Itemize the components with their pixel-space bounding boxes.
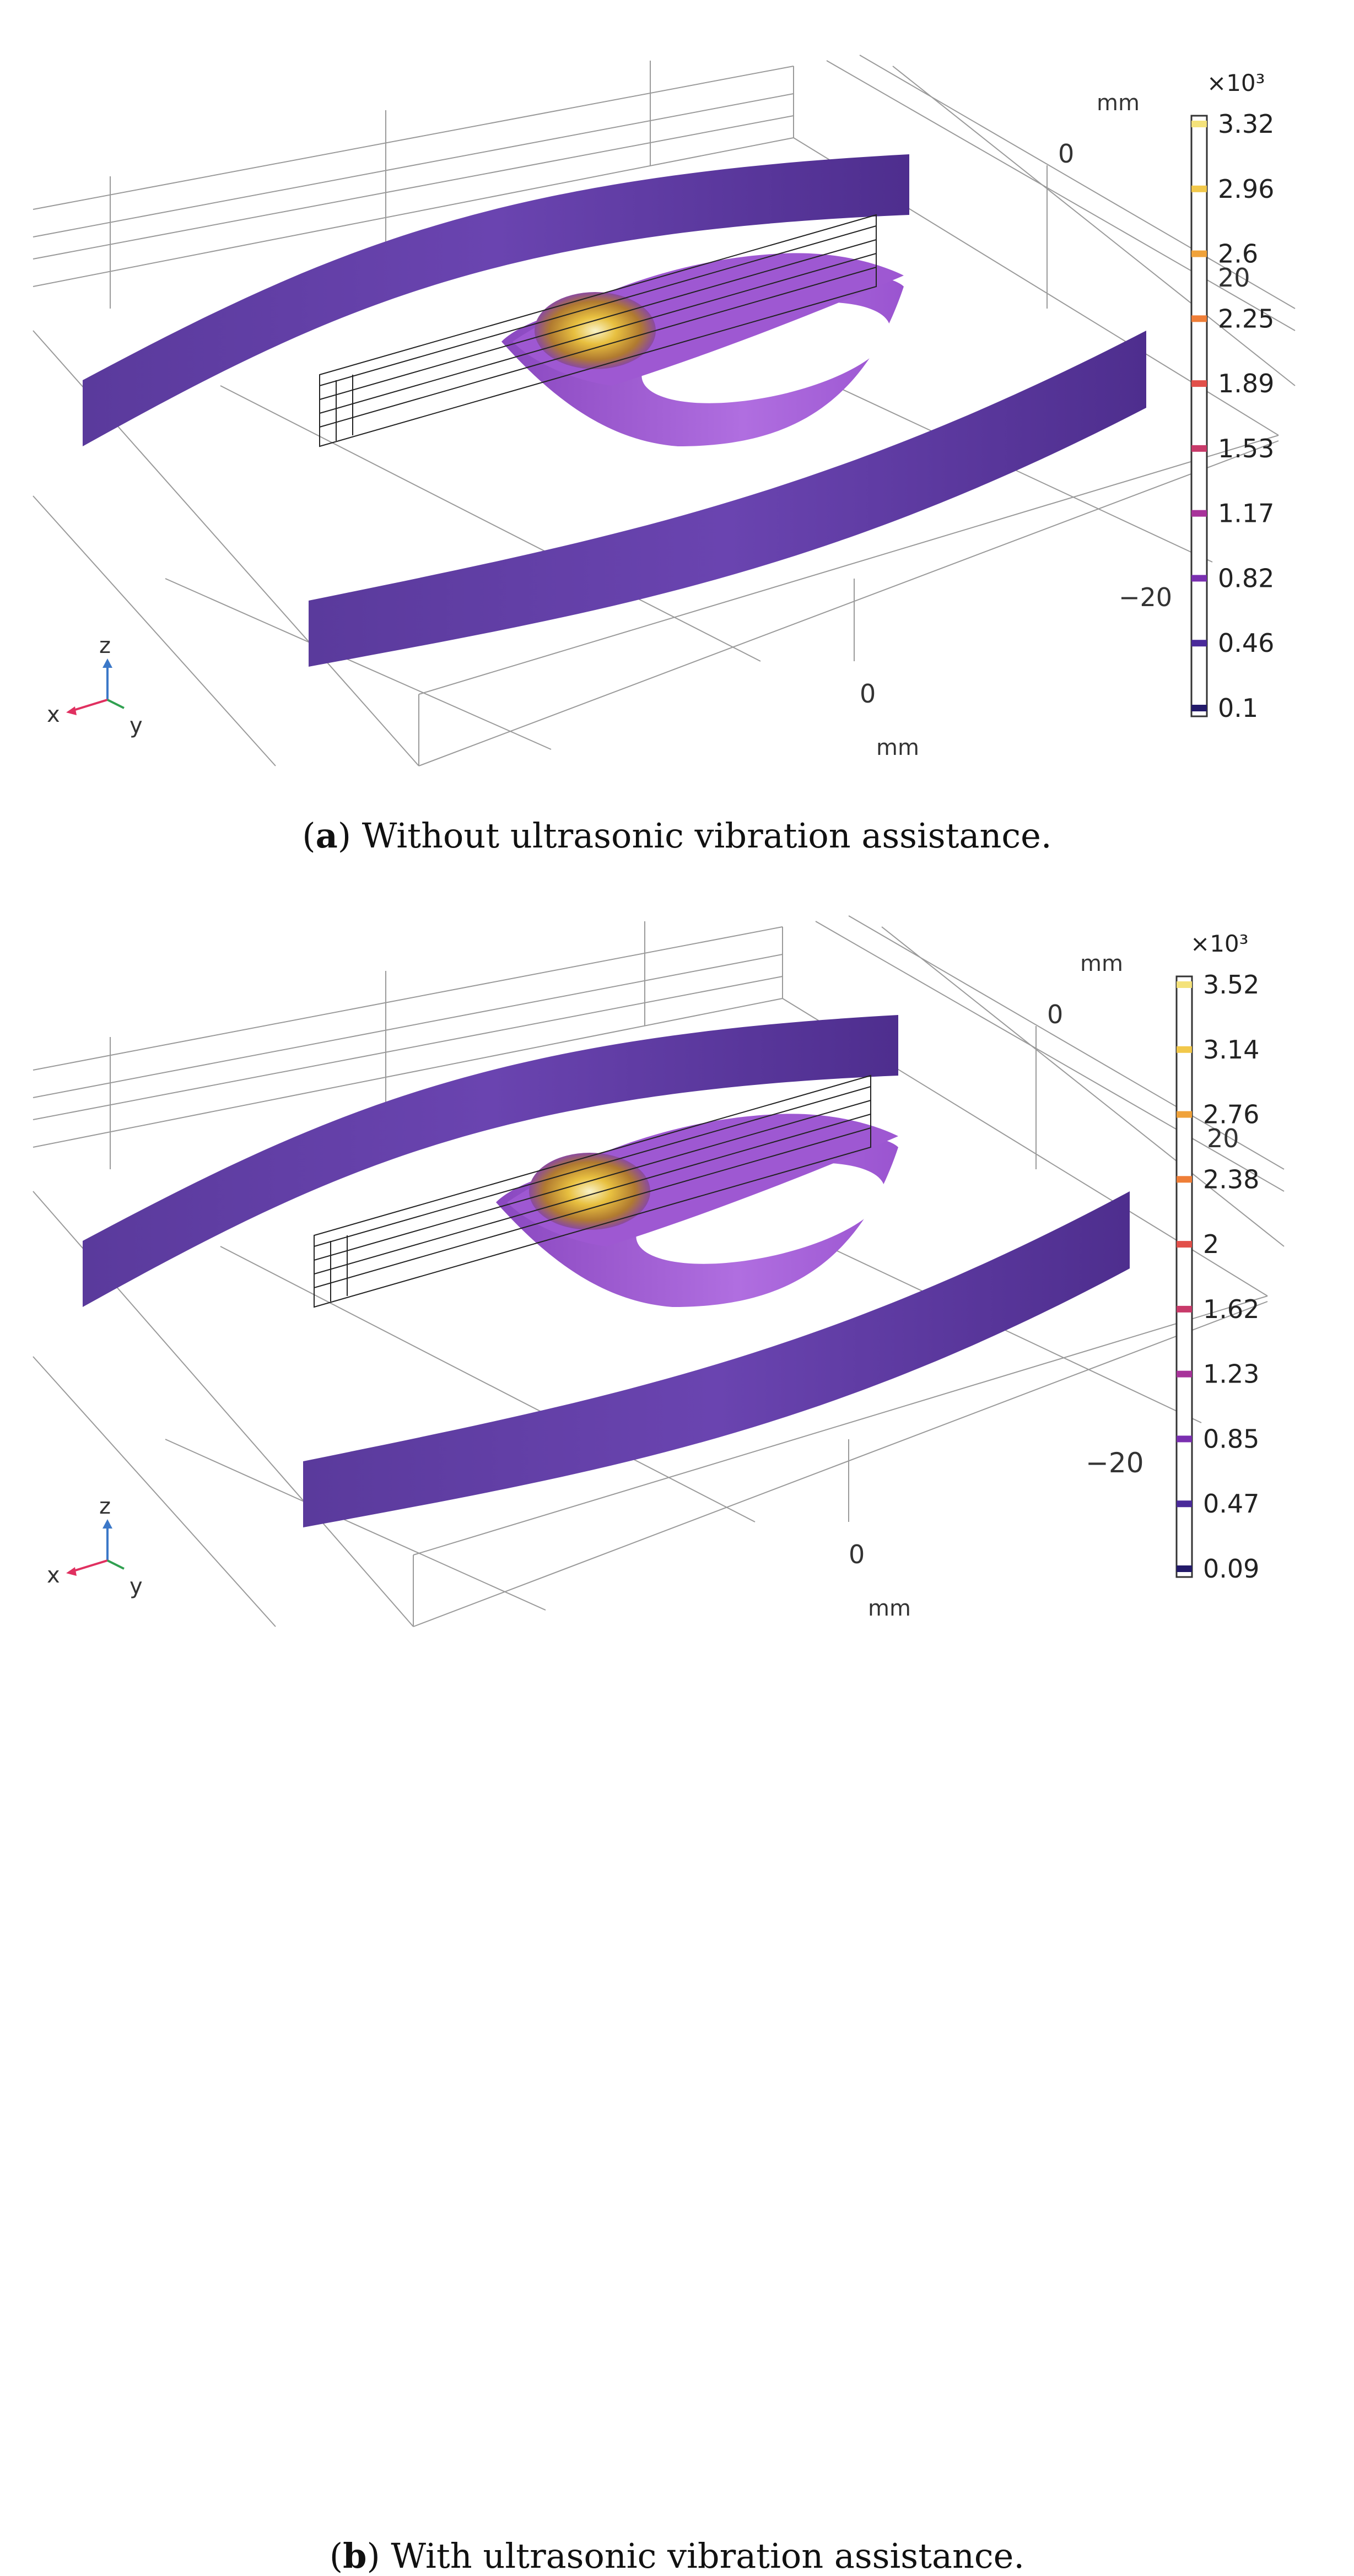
caption-letter-a: a — [315, 816, 338, 856]
colorbar-tick-mark — [1177, 1111, 1192, 1118]
colorbar-tick-label: 2.6 — [1218, 239, 1258, 269]
colorbar-tick-label: 3.32 — [1218, 109, 1274, 139]
colorbar-b: ×10³ 3.52 3.14 2.76 2.38 2 1.62 1.23 0.85 0.47 0.… — [1175, 930, 1259, 1584]
colorbar-tick-label: 0.82 — [1218, 563, 1274, 593]
triad-x: x — [47, 702, 60, 727]
deposited-track-back — [83, 1015, 898, 1307]
axis-label-mm-bottom: mm — [868, 1596, 911, 1621]
colorbar-tick-mark — [1177, 1435, 1192, 1443]
caption-a: (a) Without ultrasonic vibration assista… — [302, 816, 1052, 856]
triad-y: y — [130, 713, 143, 738]
colorbar-tick-mark — [1191, 705, 1207, 711]
simulation-view-a: mm 0 20 −20 0 mm z x y ×10³ 3.32 2.96 2.6 2… — [33, 55, 1296, 766]
simulation-view-b: mm 0 20 −20 0 mm z x y ×10³ 3.52 3.14 2.76… — [33, 915, 1285, 1627]
colorbar-tick-mark — [1177, 1046, 1192, 1053]
colorbar-tick-label: 1.17 — [1218, 499, 1274, 528]
panel-a: mm 0 20 −20 0 mm z x y ×10³ 3.32 2.96 2.6 2… — [0, 0, 1354, 856]
caption-b: (b) With ultrasonic vibration assistance… — [329, 2536, 1025, 2576]
triad-z: z — [99, 633, 111, 658]
colorbar-tick-label: 2.76 — [1203, 1100, 1259, 1130]
heat-source-wireframe — [314, 1074, 871, 1308]
tick-0-top: 0 — [1047, 1000, 1063, 1029]
colorbar-multiplier: ×10³ — [1190, 930, 1248, 957]
panel-b: mm 0 20 −20 0 mm z x y ×10³ 3.52 3.14 2.76… — [0, 861, 1354, 2576]
colorbar-tick-label: 0.85 — [1203, 1424, 1259, 1454]
axis-triad: z x y — [47, 633, 143, 738]
colorbar-tick-mark — [1177, 981, 1192, 988]
colorbar-tick-mark — [1177, 1305, 1192, 1313]
triad-x: x — [47, 1563, 60, 1588]
colorbar-tick-label: 0.1 — [1218, 693, 1258, 723]
colorbar-tick-mark — [1191, 121, 1207, 127]
colorbar-tick-mark — [1177, 1500, 1192, 1508]
tick-minus20: −20 — [1086, 1447, 1144, 1479]
tick-0-bottom: 0 — [860, 679, 876, 709]
colorbar-tick-label: 0.09 — [1203, 1554, 1259, 1584]
colorbar-tick-label: 1.89 — [1218, 369, 1274, 398]
tick-minus20: −20 — [1119, 582, 1172, 612]
colorbar-tick-mark — [1191, 315, 1207, 322]
colorbar-tick-mark — [1191, 380, 1207, 387]
colorbar-a: ×10³ 3.32 2.96 2.6 2.25 1.89 1.53 1.17 0.82 0.46… — [1190, 69, 1274, 723]
triad-z: z — [99, 1494, 111, 1519]
tick-0-top: 0 — [1058, 139, 1074, 169]
axis-label-mm-top: mm — [1097, 90, 1140, 116]
colorbar-tick-label: 0.46 — [1218, 628, 1274, 658]
colorbar-tick-mark — [1177, 1241, 1192, 1248]
colorbar-tick-mark — [1177, 1176, 1192, 1183]
colorbar-tick-label: 2.38 — [1203, 1164, 1259, 1194]
colorbar-frame — [1190, 115, 1208, 717]
colorbar-tick-label: 3.52 — [1203, 970, 1259, 1000]
tick-20: 20 — [1218, 263, 1250, 293]
tick-20: 20 — [1207, 1124, 1239, 1153]
deposited-track-back — [83, 154, 909, 446]
axis-triad: z x y — [47, 1494, 143, 1599]
colorbar-tick-mark — [1177, 1565, 1192, 1572]
colorbar-tick-label: 1.23 — [1203, 1359, 1259, 1389]
colorbar-tick-mark — [1191, 510, 1207, 517]
colorbar-tick-label: 1.62 — [1203, 1294, 1259, 1324]
deposited-track-front — [309, 331, 1146, 667]
caption-text-b: With ultrasonic vibration assistance. — [391, 2536, 1025, 2576]
triad-y: y — [130, 1574, 143, 1599]
bounding-box-grid — [33, 915, 1285, 1627]
colorbar-tick-label: 2 — [1203, 1229, 1219, 1259]
colorbar-tick-mark — [1191, 185, 1207, 192]
colorbar-tick-mark — [1177, 1370, 1192, 1378]
colorbar-tick-label: 1.53 — [1218, 434, 1274, 463]
colorbar-multiplier: ×10³ — [1207, 69, 1265, 96]
colorbar-tick-mark — [1191, 250, 1207, 257]
axis-label-mm-top: mm — [1080, 951, 1123, 976]
colorbar-tick-label: 2.25 — [1218, 304, 1274, 333]
tick-0-bottom: 0 — [849, 1540, 865, 1569]
colorbar-tick-mark — [1191, 445, 1207, 452]
deposited-track-front — [303, 1191, 1130, 1527]
colorbar-frame — [1175, 975, 1193, 1578]
colorbar-tick-label: 2.96 — [1218, 174, 1274, 204]
colorbar-tick-label: 0.47 — [1203, 1489, 1259, 1519]
heat-source-wireframe — [319, 214, 877, 447]
axis-label-mm-bottom: mm — [876, 735, 919, 760]
hot-spot — [535, 292, 656, 369]
colorbar-tick-mark — [1191, 640, 1207, 647]
caption-text-a: Without ultrasonic vibration assistance. — [362, 816, 1052, 856]
hot-spot — [529, 1153, 650, 1230]
caption-letter-b: b — [343, 2536, 367, 2576]
colorbar-tick-label: 3.14 — [1203, 1035, 1259, 1065]
colorbar-tick-mark — [1191, 575, 1207, 582]
